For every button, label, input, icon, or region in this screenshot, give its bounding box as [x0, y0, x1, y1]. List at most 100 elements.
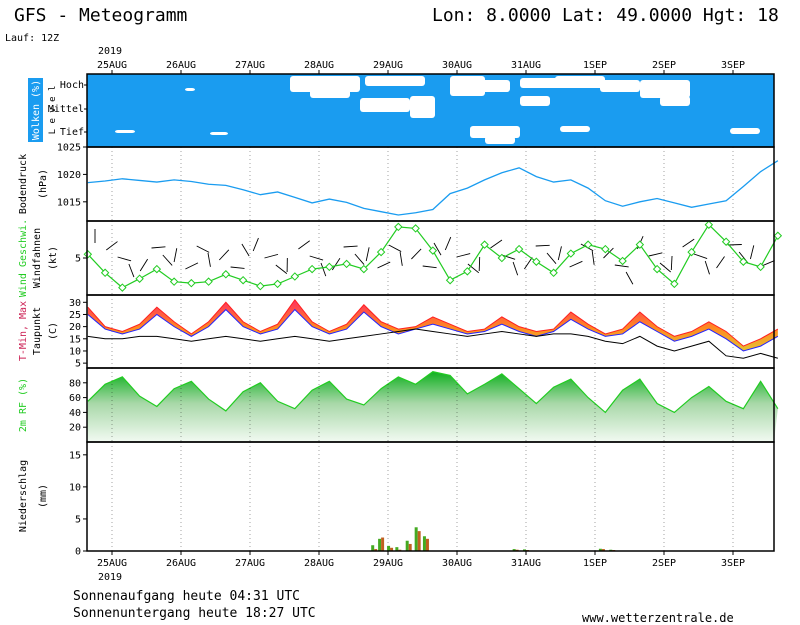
precip-bar-total	[390, 547, 394, 551]
chart-title: GFS - Meteogramm	[14, 5, 187, 26]
run-label: Lauf: 12Z	[5, 33, 59, 44]
clear-sky-patch	[560, 126, 590, 132]
date-label-top: 25AUG	[97, 60, 127, 71]
wind-barb	[185, 262, 199, 270]
wind-barb	[117, 256, 132, 262]
date-label-top: 31AUG	[511, 60, 541, 71]
wind-speed-point	[635, 240, 645, 249]
wind-speed-point	[83, 250, 93, 259]
wind-barb	[422, 265, 437, 269]
wind-speed-point	[739, 257, 748, 266]
top-date-labels: 25AUG 26AUG 27AUG 28AUG 29AUG 30AUG 31AUG 1SEP 2…	[97, 60, 745, 74]
precip-bar-convective	[598, 548, 602, 551]
clear-sky-patch	[210, 132, 228, 135]
clear-sky-patch	[660, 96, 690, 106]
humidity-line	[87, 371, 779, 414]
wind-barb	[490, 239, 503, 249]
bottom-year-label: 2019	[98, 572, 122, 583]
y-tick-label: 5	[75, 514, 81, 525]
tmax-line	[87, 299, 779, 347]
y-tick-label: 1025	[57, 143, 81, 154]
wind-barb	[749, 245, 755, 260]
wind-speed-point	[394, 222, 403, 232]
wind-speed-point	[583, 240, 593, 249]
wind-barb	[716, 256, 725, 269]
wind-barb	[512, 261, 519, 276]
cloud-level-axis-label: L e v e l	[48, 86, 58, 135]
date-label-bottom: 27AUG	[235, 558, 265, 569]
y-tick-label: 10	[69, 346, 81, 357]
cloud-level-label: Hoch	[60, 80, 84, 91]
clear-sky-patch	[485, 136, 515, 144]
clear-sky-patch	[450, 76, 485, 96]
y-tick-label: 80	[69, 378, 81, 389]
wind-panel: 5	[75, 220, 783, 296]
wind-speed-point	[290, 272, 300, 281]
y-tick-label: 5	[75, 254, 81, 265]
y-tick-label: 0	[75, 547, 81, 558]
dewpoint-line	[87, 328, 778, 359]
wind-barb	[569, 260, 583, 268]
pressure-unit-label: (hPa)	[38, 169, 49, 199]
wind-barb	[693, 253, 708, 259]
sunset-text: Sonnenuntergang heute 18:27 UTC	[73, 606, 316, 621]
wind-barb	[670, 255, 673, 271]
wind-speed-point	[670, 279, 679, 289]
date-label-bottom: 30AUG	[442, 558, 472, 569]
precipitation-frame	[86, 441, 775, 552]
wind-barb	[173, 248, 178, 263]
clear-sky-patch	[310, 88, 350, 98]
wind-barb	[354, 253, 365, 265]
date-label-bottom: 3SEP	[721, 558, 745, 569]
clear-sky-patch	[365, 76, 425, 86]
wind-speed-point	[463, 267, 472, 276]
y-tick-label: 60	[69, 393, 81, 404]
y-tick-label: 10	[69, 482, 81, 493]
humidity-panel: 20 40 60 80	[69, 367, 779, 443]
date-label-bottom: 31AUG	[511, 558, 541, 569]
cloud-label-box	[28, 78, 43, 142]
y-tick-label: 5	[75, 359, 81, 370]
wind-barb	[139, 258, 149, 272]
wind-speed-point	[204, 277, 213, 286]
date-label-bottom: 2SEP	[652, 558, 676, 569]
wind-speed-point	[273, 279, 282, 289]
y-tick-label: 30	[69, 298, 81, 309]
precip-bar-total	[408, 543, 412, 551]
wind-barb	[648, 252, 663, 257]
pressure-panel: 1015 1020 1025	[57, 143, 779, 222]
wind-barb	[218, 249, 230, 261]
wind-speed-point	[773, 231, 783, 241]
wind-barb	[264, 253, 279, 259]
pressure-line	[87, 160, 779, 216]
date-label-top: 1SEP	[583, 60, 607, 71]
wind-speed-point	[238, 275, 248, 285]
precipitation-panel: 0 5 10 15	[69, 441, 775, 558]
wind-speed-point	[549, 268, 558, 278]
precip-bar-convective	[422, 536, 426, 551]
clear-sky-patch	[640, 80, 690, 98]
wind-speed-point	[118, 283, 127, 292]
wind-speed-point	[325, 262, 334, 272]
wind-barb	[625, 271, 634, 285]
wind-barb	[659, 262, 672, 273]
panel-axis-labels: Wolken (%) L e v e l Bodendruck (hPa) Wind G…	[18, 78, 59, 532]
precip-unit-label: (mm)	[38, 484, 49, 508]
cloud-axis-label: Wolken (%)	[31, 80, 42, 140]
wind-speed-point	[307, 264, 317, 274]
wind-barb	[411, 248, 422, 260]
wind-speed-point	[497, 253, 507, 263]
precip-bar-convective	[414, 527, 418, 551]
cloud-level-label: Mittel	[48, 104, 84, 115]
date-label-bottom: 1SEP	[583, 558, 607, 569]
date-label-bottom: 29AUG	[373, 558, 403, 569]
clear-sky-patch	[730, 128, 760, 134]
wind-speed-point	[532, 257, 541, 266]
date-label-top: 30AUG	[442, 60, 472, 71]
site-credit: www.wetterzentrale.de	[582, 611, 734, 625]
clear-sky-patch	[600, 80, 640, 92]
precip-bar-total	[601, 549, 605, 551]
wind-speed-point	[152, 264, 162, 274]
tmin-line	[87, 308, 779, 352]
windbarb-axis-label: Windfahnen	[32, 228, 43, 288]
